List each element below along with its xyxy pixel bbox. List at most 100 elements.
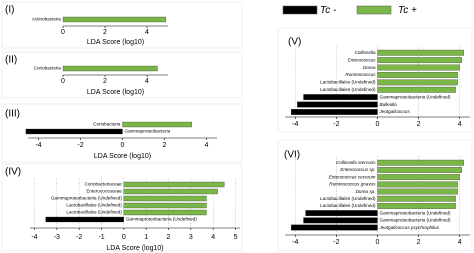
bar xyxy=(377,159,464,166)
x-tick-label: 4 xyxy=(205,142,209,149)
x-tick-label: -4 xyxy=(31,234,37,241)
bar xyxy=(62,16,167,23)
x-tick-label: 0 xyxy=(61,78,65,85)
bar xyxy=(123,202,207,209)
x-tick-label: 0 xyxy=(61,29,65,36)
x-tick-label: 4 xyxy=(145,78,149,85)
category-label: Enterococcus cecorum xyxy=(329,174,376,179)
legend-swatch xyxy=(282,5,318,15)
legend-label: Tc - xyxy=(320,5,337,16)
category-label: Ruminococcus xyxy=(345,72,376,77)
x-tick-label: 4 xyxy=(145,29,149,36)
category-label: Enterococcus sp. xyxy=(340,167,375,172)
x-axis-label: LDA Score (log10) xyxy=(106,245,163,252)
category-label: Lactobacillales (Undefined) xyxy=(66,203,122,208)
x-tick-label: 4 xyxy=(458,121,462,128)
x-axis-label: LDA Score (log10) xyxy=(87,89,144,96)
category-label: Bulleidia xyxy=(380,102,398,107)
x-tick-label: -2 xyxy=(333,239,339,246)
bar xyxy=(123,209,207,216)
x-tick-label: -3 xyxy=(54,234,60,241)
category-label: Gammaproteobacteria (Undefined) xyxy=(380,210,451,215)
category-label: Actinobacteria xyxy=(32,17,62,22)
bar xyxy=(291,109,378,115)
panel-frame xyxy=(1,163,243,252)
bar xyxy=(377,49,464,56)
bar xyxy=(303,94,378,101)
bar xyxy=(62,65,158,72)
panel-title: (IV) xyxy=(5,167,21,178)
x-tick-label: 2 xyxy=(417,239,421,246)
x-tick-label: -4 xyxy=(292,121,298,128)
x-tick-label: -2 xyxy=(77,142,83,149)
category-label: Coriobacteria xyxy=(34,66,62,71)
bar xyxy=(377,188,458,195)
x-tick-label: 1 xyxy=(144,234,148,241)
bar xyxy=(377,174,460,181)
x-tick-label: -1 xyxy=(98,234,104,241)
x-tick-label: 3 xyxy=(189,234,193,241)
x-tick-label: 0 xyxy=(121,142,125,149)
bar xyxy=(297,101,378,108)
category-label: Lactobacillales (Undefined) xyxy=(320,80,376,85)
category-label: Lactobacillales (Undefined) xyxy=(320,87,376,92)
category-label: Jeotgalicoccus xyxy=(379,109,411,114)
x-tick-label: -4 xyxy=(292,239,298,246)
x-tick-label: -4 xyxy=(35,142,41,149)
bar xyxy=(305,210,378,217)
x-tick-label: 4 xyxy=(458,239,462,246)
x-tick-label: 2 xyxy=(163,142,167,149)
legend-label: Tc + xyxy=(398,5,417,16)
category-label: Dorea xyxy=(363,65,376,70)
panel-frame xyxy=(1,51,243,99)
legend-swatch xyxy=(356,5,392,15)
category-label: Collinsella stercoris xyxy=(336,160,376,165)
bar xyxy=(377,195,456,202)
bar xyxy=(45,216,124,223)
bar xyxy=(291,224,378,231)
panel-frame xyxy=(1,1,243,49)
bar xyxy=(123,195,207,202)
x-tick-label: 0 xyxy=(122,234,126,241)
category-label: Gammaproteobacteria (Undefined) xyxy=(51,196,122,201)
category-label: Enterococcus xyxy=(348,57,377,62)
category-label: Lactobacillales (Undefined) xyxy=(66,210,122,215)
category-label: Collinsella xyxy=(355,50,376,55)
x-tick-label: 2 xyxy=(103,78,107,85)
x-axis-label: LDA Score (log10) xyxy=(94,153,151,160)
category-label: Gammaproteobacteria (Undefined) xyxy=(380,94,451,99)
x-tick-label: 2 xyxy=(103,29,107,36)
bar xyxy=(25,128,123,135)
bar xyxy=(377,181,458,188)
panel-title: (I) xyxy=(5,5,14,16)
category-label: Gammaproteobacteria (Undefined) xyxy=(380,218,451,223)
bar xyxy=(123,181,225,188)
x-tick-label: 0 xyxy=(376,121,380,128)
panel-title: (II) xyxy=(5,55,17,66)
category-label: Coriobacteria xyxy=(93,122,121,127)
category-label: Enterococcaceae xyxy=(86,189,122,194)
bar xyxy=(377,57,462,64)
category-label: Gammaproteobacteria (Undefined) xyxy=(126,217,197,222)
bar xyxy=(377,64,460,71)
category-label: Dorea sp. xyxy=(356,189,376,194)
panel-title: (III) xyxy=(5,109,20,120)
x-tick-label: -2 xyxy=(76,234,82,241)
x-tick-label: 0 xyxy=(376,239,380,246)
bar xyxy=(377,203,456,209)
bar xyxy=(377,86,456,93)
bar xyxy=(377,167,462,173)
x-tick-label: 2 xyxy=(417,121,421,128)
x-axis-label: LDA Score (log10) xyxy=(87,39,144,46)
panel-frame xyxy=(277,27,473,133)
category-label: Lactobacillales (Undefined) xyxy=(320,203,376,208)
panel-frame xyxy=(277,139,473,252)
x-tick-label: 5 xyxy=(234,234,238,241)
x-tick-label: 2 xyxy=(167,234,171,241)
bar xyxy=(122,121,192,128)
panel-title: (V) xyxy=(288,37,301,48)
category-label: Ruminococcus gnavus xyxy=(329,182,376,187)
panel-frame xyxy=(1,103,243,163)
bar xyxy=(377,72,458,78)
category-label: Jeotgalicoccus psychrophilus xyxy=(379,225,440,230)
